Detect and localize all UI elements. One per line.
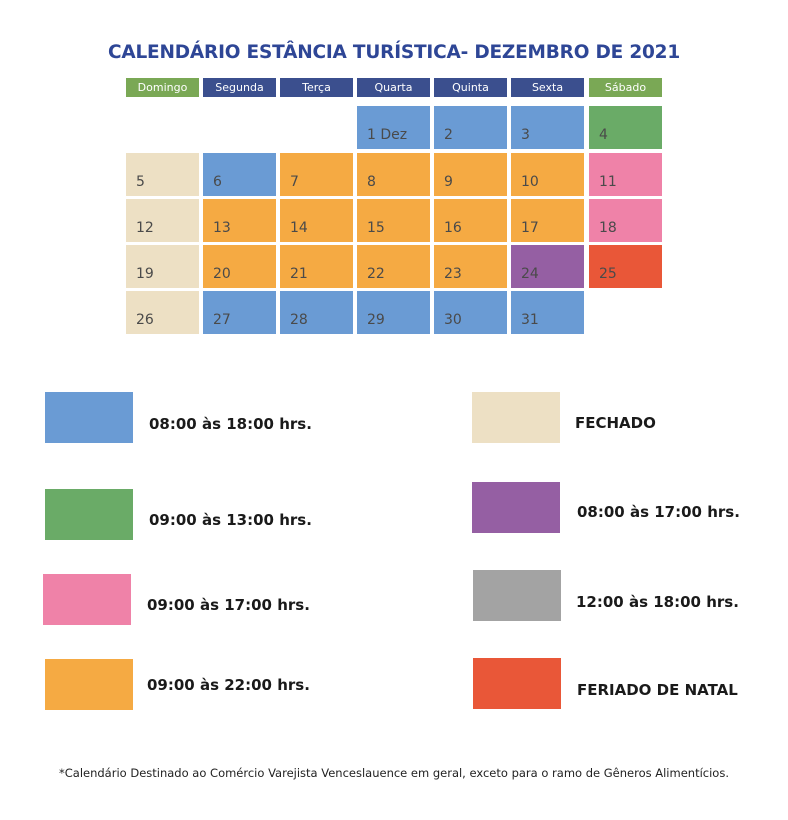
footnote: *Calendário Destinado ao Comércio Vareji… (59, 766, 729, 780)
day-cell-28: 28 (280, 291, 353, 334)
day-number: 23 (444, 266, 462, 282)
legend-label: 08:00 às 17:00 hrs. (577, 503, 740, 521)
legend-swatch-blue (45, 392, 133, 443)
legend-label: 09:00 às 13:00 hrs. (149, 511, 312, 529)
legend-label: 08:00 às 18:00 hrs. (149, 415, 312, 433)
legend-label: 12:00 às 18:00 hrs. (576, 593, 739, 611)
day-cell-1: 1 Dez (357, 106, 430, 149)
day-number: 24 (521, 266, 539, 282)
day-number: 14 (290, 220, 308, 236)
day-cell-4: 4 (589, 106, 662, 149)
day-number: 11 (599, 174, 617, 190)
day-number: 12 (136, 220, 154, 236)
day-number: 18 (599, 220, 617, 236)
day-cell-17: 17 (511, 199, 584, 242)
day-cell-21: 21 (280, 245, 353, 288)
day-number: 7 (290, 174, 299, 190)
weekday-header-sábado: Sábado (589, 78, 662, 97)
day-number: 29 (367, 312, 385, 328)
day-cell-22: 22 (357, 245, 430, 288)
weekday-header-domingo: Domingo (126, 78, 199, 97)
day-cell-18: 18 (589, 199, 662, 242)
day-number: 15 (367, 220, 385, 236)
day-number: 31 (521, 312, 539, 328)
legend-label: FECHADO (575, 414, 656, 432)
legend-swatch-orange (45, 659, 133, 710)
day-number: 30 (444, 312, 462, 328)
day-cell-16: 16 (434, 199, 507, 242)
day-cell-29: 29 (357, 291, 430, 334)
day-number: 26 (136, 312, 154, 328)
legend-swatch-gray (473, 570, 561, 621)
day-cell-10: 10 (511, 153, 584, 196)
legend-swatch-pink (43, 574, 131, 625)
day-number: 1 Dez (367, 127, 408, 143)
day-cell-6: 6 (203, 153, 276, 196)
day-cell-12: 12 (126, 199, 199, 242)
weekday-header-quinta: Quinta (434, 78, 507, 97)
day-cell-3: 3 (511, 106, 584, 149)
day-cell-31: 31 (511, 291, 584, 334)
day-number: 8 (367, 174, 376, 190)
day-cell-30: 30 (434, 291, 507, 334)
day-number: 9 (444, 174, 453, 190)
legend-label: FERIADO DE NATAL (577, 681, 738, 699)
weekday-header-quarta: Quarta (357, 78, 430, 97)
day-number: 25 (599, 266, 617, 282)
weekday-header-terça: Terça (280, 78, 353, 97)
day-cell-27: 27 (203, 291, 276, 334)
legend-label: 09:00 às 22:00 hrs. (147, 676, 310, 694)
day-number: 22 (367, 266, 385, 282)
weekday-header-segunda: Segunda (203, 78, 276, 97)
day-cell-20: 20 (203, 245, 276, 288)
day-cell-14: 14 (280, 199, 353, 242)
legend-swatch-purple (472, 482, 560, 533)
day-cell-25: 25 (589, 245, 662, 288)
legend-swatch-green (45, 489, 133, 540)
legend-swatch-beige (472, 392, 560, 443)
day-cell-9: 9 (434, 153, 507, 196)
day-cell-26: 26 (126, 291, 199, 334)
day-number: 28 (290, 312, 308, 328)
day-number: 10 (521, 174, 539, 190)
calendar-title: CALENDÁRIO ESTÂNCIA TURÍSTICA- DEZEMBRO … (107, 42, 681, 63)
day-number: 5 (136, 174, 145, 190)
weekday-header-sexta: Sexta (511, 78, 584, 97)
day-number: 16 (444, 220, 462, 236)
legend-label: 09:00 às 17:00 hrs. (147, 596, 310, 614)
day-cell-23: 23 (434, 245, 507, 288)
day-cell-19: 19 (126, 245, 199, 288)
day-number: 17 (521, 220, 539, 236)
day-cell-2: 2 (434, 106, 507, 149)
day-cell-24: 24 (511, 245, 584, 288)
day-number: 2 (444, 127, 453, 143)
day-number: 4 (599, 127, 608, 143)
day-cell-15: 15 (357, 199, 430, 242)
day-cell-7: 7 (280, 153, 353, 196)
day-number: 20 (213, 266, 231, 282)
day-cell-11: 11 (589, 153, 662, 196)
day-number: 19 (136, 266, 154, 282)
day-number: 3 (521, 127, 530, 143)
day-number: 13 (213, 220, 231, 236)
day-cell-8: 8 (357, 153, 430, 196)
day-number: 27 (213, 312, 231, 328)
day-cell-5: 5 (126, 153, 199, 196)
legend-swatch-red (473, 658, 561, 709)
day-number: 6 (213, 174, 222, 190)
day-number: 21 (290, 266, 308, 282)
day-cell-13: 13 (203, 199, 276, 242)
